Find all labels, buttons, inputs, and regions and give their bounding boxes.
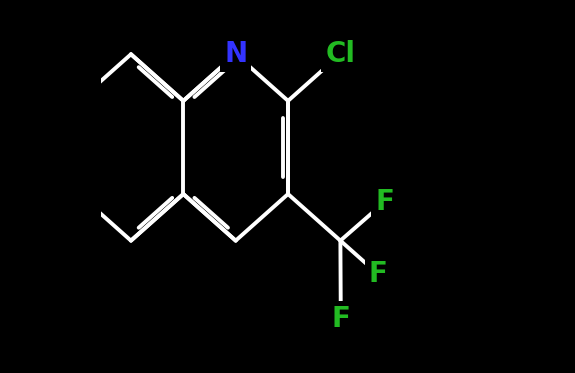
Text: F: F xyxy=(375,188,394,216)
Text: N: N xyxy=(224,40,247,68)
Text: F: F xyxy=(331,305,350,333)
Text: Cl: Cl xyxy=(325,40,355,68)
Text: F: F xyxy=(369,260,388,288)
